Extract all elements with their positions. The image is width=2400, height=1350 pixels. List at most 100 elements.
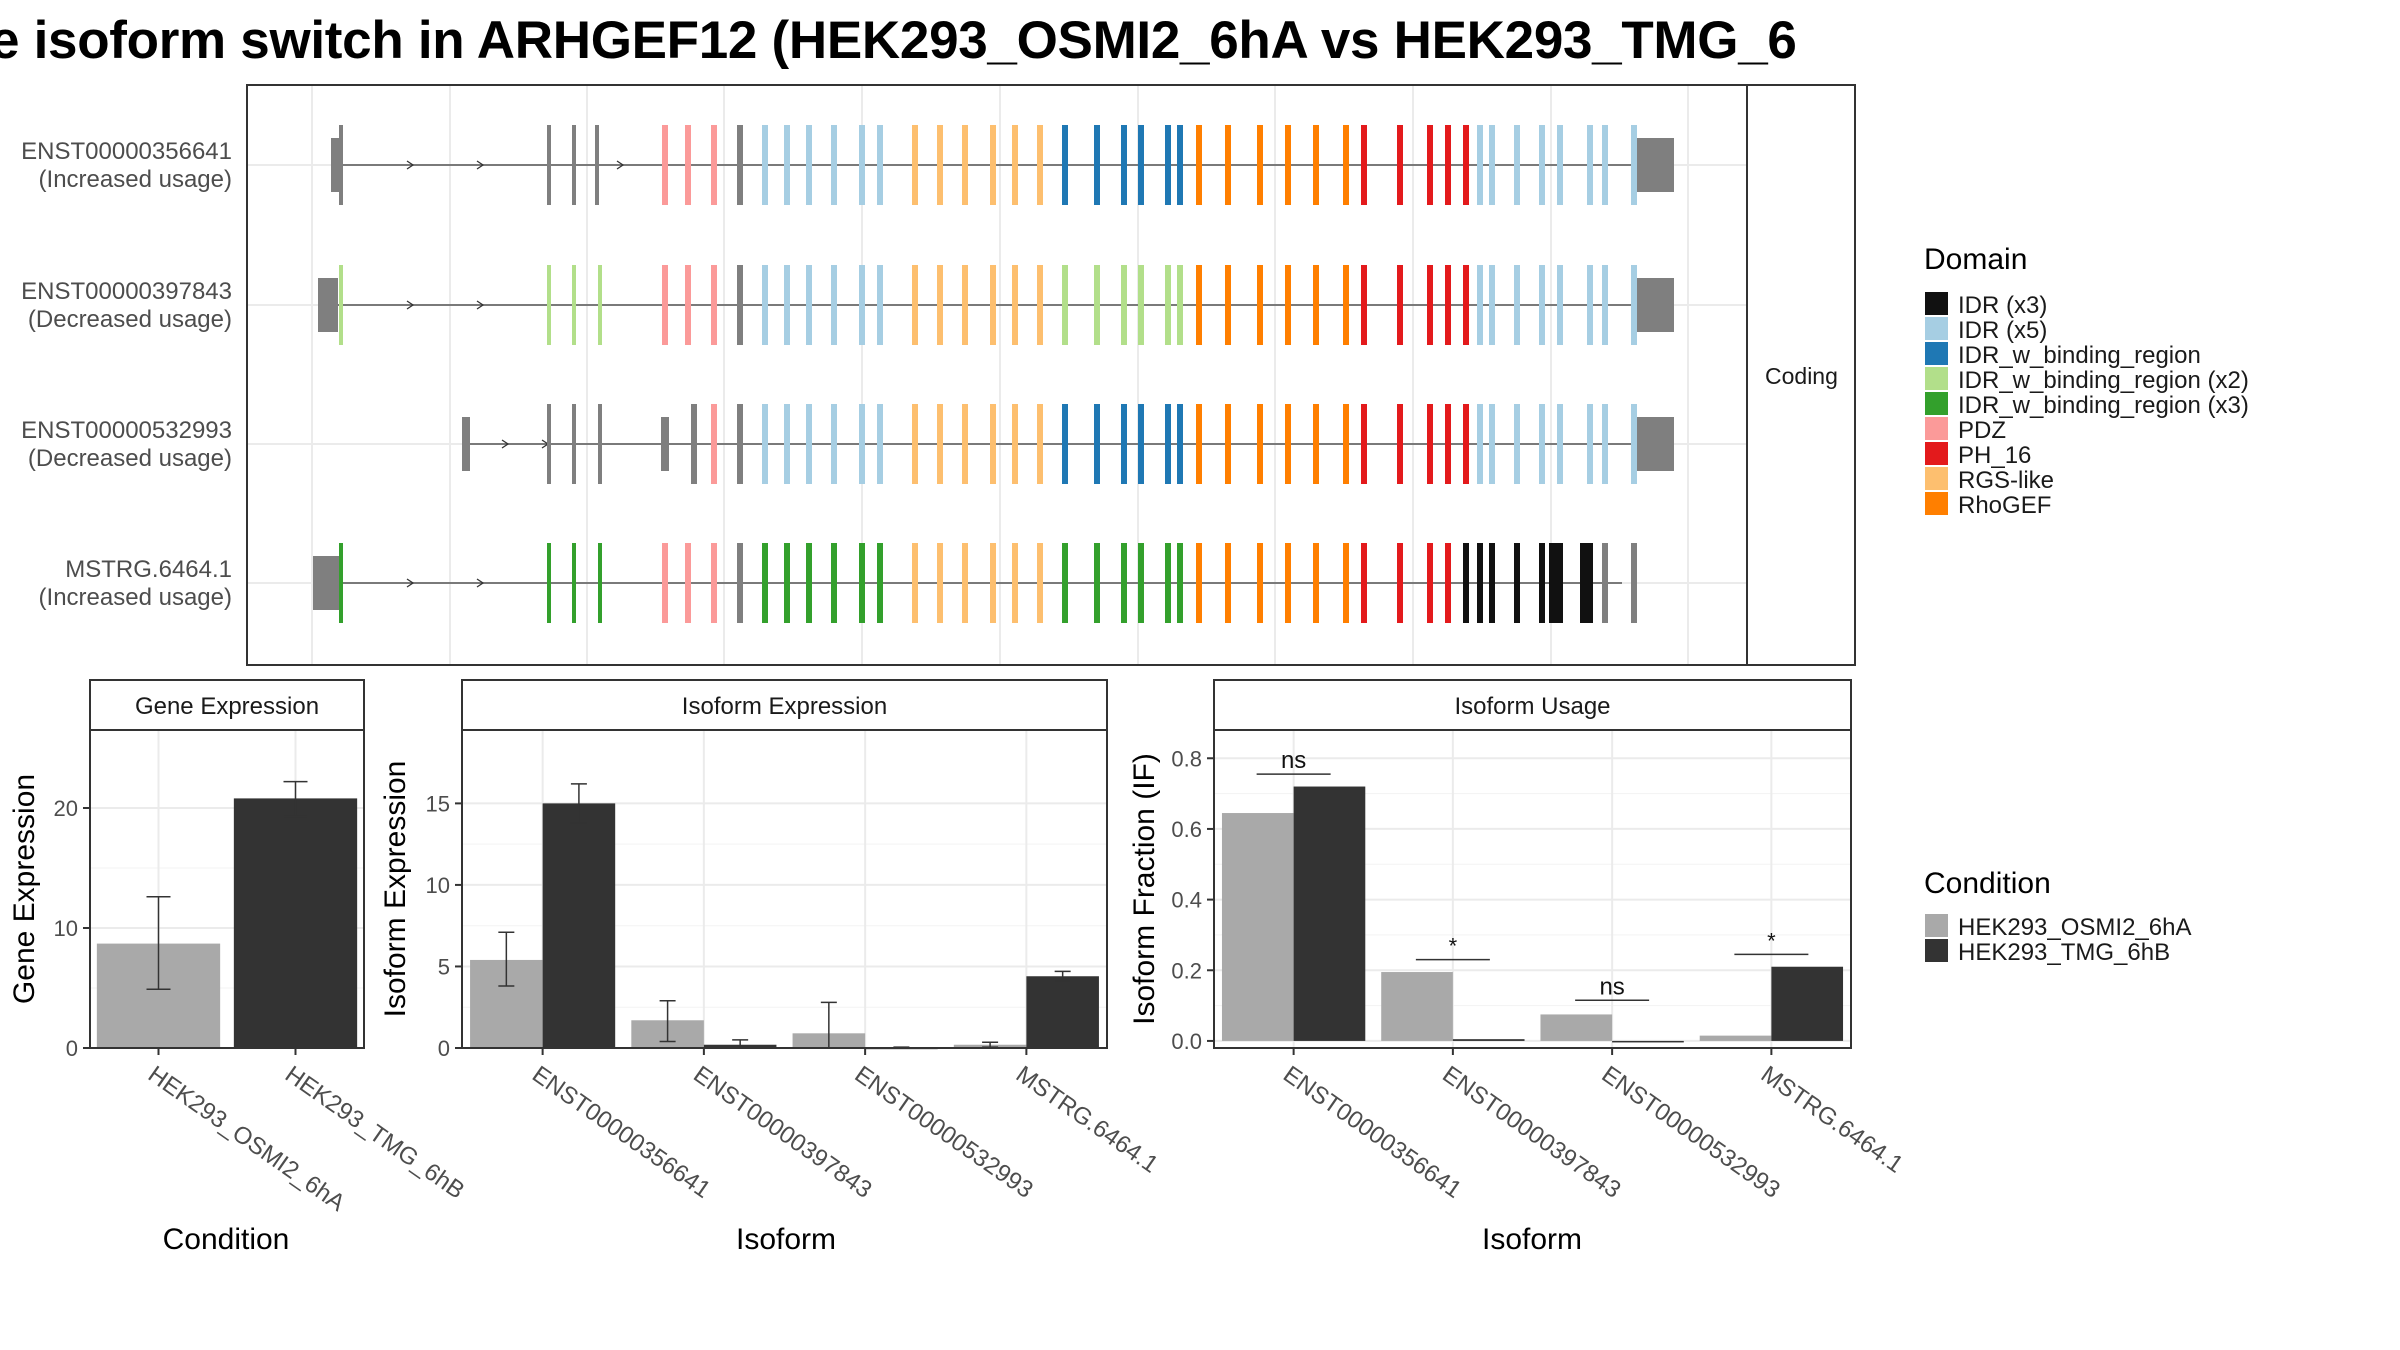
isoform-label: ENST00000356641	[21, 138, 232, 165]
exon	[1138, 265, 1144, 345]
exon	[1196, 265, 1202, 345]
exon	[877, 125, 883, 205]
exon	[1165, 265, 1171, 345]
exon	[1225, 404, 1231, 484]
exon	[990, 265, 996, 345]
bar	[233, 798, 358, 1048]
exon	[598, 543, 602, 623]
exon	[1477, 265, 1483, 345]
exon	[711, 404, 717, 484]
condition-legend-title: Condition	[1924, 867, 2051, 900]
exon	[1557, 404, 1563, 484]
exon	[662, 125, 668, 205]
exon	[762, 404, 768, 484]
exon	[1257, 404, 1263, 484]
significance-label: *	[1767, 928, 1776, 953]
y-tick-label: 15	[426, 791, 450, 816]
exon	[1062, 265, 1068, 345]
intron-arrow	[406, 578, 415, 588]
exon	[937, 125, 943, 205]
exon	[685, 265, 691, 345]
exon	[737, 404, 743, 484]
exon	[737, 543, 743, 623]
exon	[1397, 125, 1403, 205]
utr-block	[318, 278, 338, 332]
exon	[962, 404, 968, 484]
exon	[1138, 543, 1144, 623]
structure-strip-label: Coding	[1765, 363, 1838, 389]
domain-legend-swatch	[1925, 367, 1948, 390]
facet-title: Isoform Expression	[682, 693, 887, 720]
y-axis-title: Isoform Expression	[379, 761, 412, 1018]
exon	[784, 125, 790, 205]
exon	[1580, 543, 1588, 623]
exon	[1587, 125, 1593, 205]
domain-legend-swatch	[1925, 317, 1948, 340]
domain-legend-swatch	[1925, 492, 1948, 515]
bar	[542, 803, 616, 1048]
exon	[547, 265, 551, 345]
condition-legend-swatch	[1925, 914, 1948, 937]
exon	[762, 265, 768, 345]
exon	[1587, 543, 1593, 623]
x-tick-label: MSTRG.6464.1	[1756, 1061, 1908, 1179]
intron-arrow	[476, 578, 485, 588]
exon	[685, 125, 691, 205]
exon	[1177, 404, 1183, 484]
x-axis-title: Isoform	[1482, 1223, 1582, 1256]
isoform-label: MSTRG.6464.1	[65, 556, 232, 583]
isoform-usage-label: (Increased usage)	[39, 166, 232, 193]
exon	[1631, 125, 1637, 205]
exon	[1539, 125, 1545, 205]
intron-arrow	[616, 160, 625, 170]
exon	[1196, 125, 1202, 205]
exon	[1489, 404, 1495, 484]
domain-legend-label: IDR_w_binding_region (x3)	[1958, 392, 2249, 419]
exon	[877, 543, 883, 623]
bar	[1381, 972, 1453, 1041]
exon	[1313, 265, 1319, 345]
exon	[806, 404, 812, 484]
exon	[1463, 265, 1469, 345]
exon	[1477, 404, 1483, 484]
exon	[691, 404, 697, 484]
exon	[1285, 543, 1291, 623]
exon	[1587, 265, 1593, 345]
facet-strip	[89, 679, 365, 731]
exon	[1225, 125, 1231, 205]
exon	[1445, 265, 1451, 345]
exon	[737, 265, 743, 345]
domain-legend-swatch	[1925, 292, 1948, 315]
exon	[1477, 543, 1483, 623]
exon	[1477, 125, 1483, 205]
exon	[859, 125, 865, 205]
exon	[859, 265, 865, 345]
bar	[1452, 1039, 1525, 1041]
exon	[1557, 125, 1563, 205]
bar	[1699, 1035, 1772, 1041]
exon	[711, 265, 717, 345]
exon	[1602, 404, 1608, 484]
exon	[1587, 404, 1593, 484]
exon	[990, 543, 996, 623]
exon	[572, 265, 576, 345]
domain-legend-label: IDR (x3)	[1958, 292, 2047, 319]
isoform-label: ENST00000397843	[21, 278, 232, 305]
exon	[1463, 543, 1469, 623]
intron-arrow	[406, 160, 415, 170]
exon	[1165, 125, 1171, 205]
exon	[962, 265, 968, 345]
y-tick-label: 10	[54, 916, 78, 941]
exon	[912, 265, 918, 345]
utr-block	[1637, 417, 1674, 471]
exon	[1012, 543, 1018, 623]
exon	[859, 404, 865, 484]
exon	[1062, 125, 1068, 205]
exon	[937, 543, 943, 623]
bar	[1221, 813, 1294, 1041]
exon	[1037, 543, 1043, 623]
exon	[711, 125, 717, 205]
exon	[1361, 404, 1367, 484]
facet-strip	[1213, 679, 1852, 731]
intron-arrow	[476, 160, 485, 170]
